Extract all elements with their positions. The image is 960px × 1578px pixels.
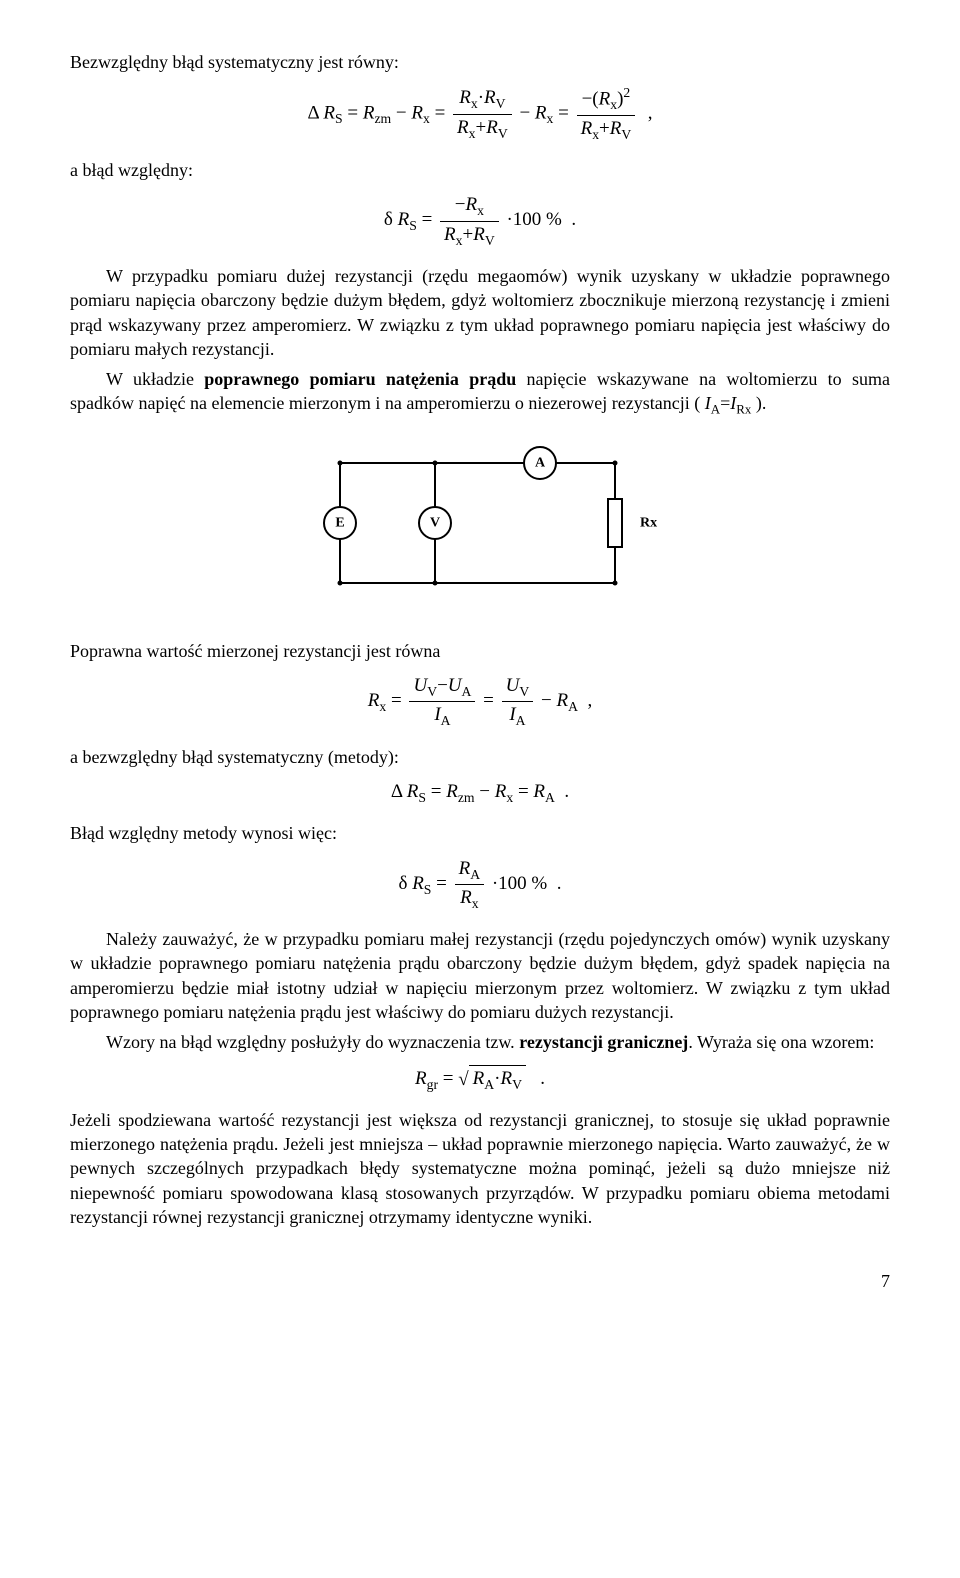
formula-delta-rs-ratio: δ RS = RA Rx ·100 % . <box>70 856 890 914</box>
svg-text:A: A <box>535 455 546 470</box>
formula-delta-rs-ra: Δ RS = Rzm − Rx = RA . <box>70 779 890 807</box>
text-para-3: W przypadku pomiaru dużej rezystancji (r… <box>70 264 890 361</box>
formula-rgr: Rgr = √RA·RV . <box>70 1065 890 1094</box>
text-4d: ). <box>756 393 767 413</box>
text-4b-bold: poprawnego pomiaru natężenia prądu <box>204 369 516 389</box>
text-para-10: Jeżeli spodziewana wartość rezystancji j… <box>70 1108 890 1229</box>
text-9c: . Wyraża się ona wzorem: <box>688 1032 874 1052</box>
svg-text:Rx: Rx <box>640 515 657 530</box>
text-para-4: W układzie poprawnego pomiaru natężenia … <box>70 367 890 418</box>
formula-rx: Rx = UV−UA IA = UV IA − RA , <box>70 673 890 731</box>
svg-text:E: E <box>335 515 344 530</box>
text-para-9: Wzory na błąd względny posłużyły do wyzn… <box>70 1030 890 1054</box>
text-para-1: Bezwzględny błąd systematyczny jest równ… <box>70 50 890 74</box>
formula-delta-rs-percent: δ RS = −Rx Rx+RV ·100 % . <box>70 192 890 250</box>
text-9b-bold: rezystancji granicznej <box>519 1032 688 1052</box>
svg-text:V: V <box>430 515 440 530</box>
text-9a: Wzory na błąd względny posłużyły do wyzn… <box>106 1032 519 1052</box>
text-para-6: a bezwzględny błąd systematyczny (metody… <box>70 745 890 769</box>
text-para-8: Należy zauważyć, że w przypadku pomiaru … <box>70 927 890 1024</box>
text-4a: W układzie <box>106 369 204 389</box>
page-number: 7 <box>70 1269 890 1293</box>
text-para-2: a błąd względny: <box>70 158 890 182</box>
formula-delta-rs: Δ RS = Rzm − Rx = Rx·RV Rx+RV − Rx = −(R… <box>70 84 890 144</box>
text-para-5: Poprawna wartość mierzonej rezystancji j… <box>70 639 890 663</box>
circuit-diagram: E V A Rx <box>70 443 890 609</box>
text-para-7: Błąd względny metody wynosi więc: <box>70 821 890 845</box>
